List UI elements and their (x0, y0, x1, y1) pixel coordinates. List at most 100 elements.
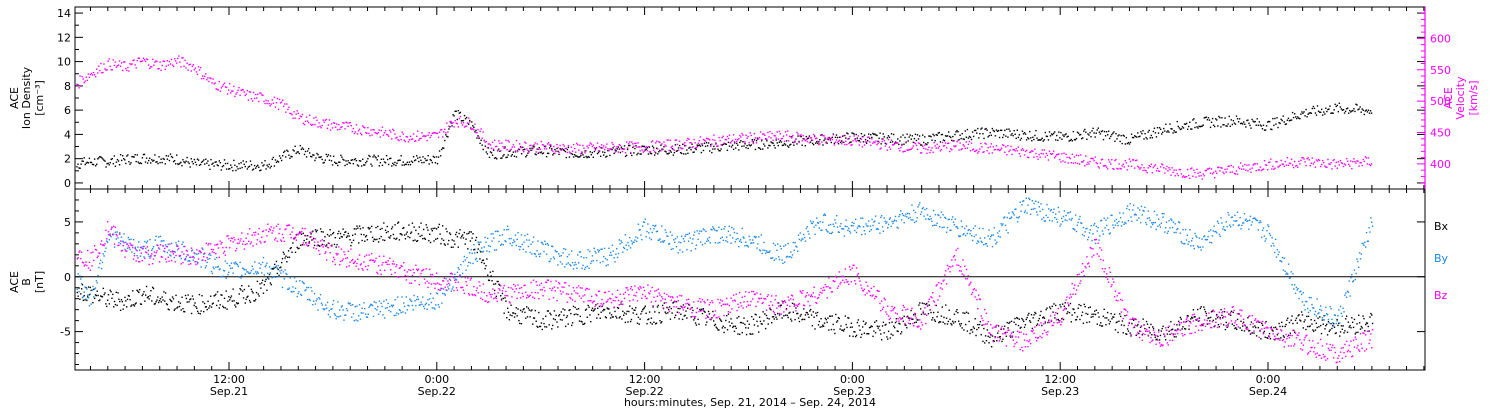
velocity-series-point (107, 61, 108, 62)
b-by-series-point (282, 287, 283, 288)
density-series-point (366, 161, 367, 162)
density-series-point (1186, 123, 1187, 124)
b-bx-series-point (1289, 322, 1290, 323)
b-bx-series-point (415, 230, 416, 231)
b-bx-series-point (1071, 321, 1072, 322)
velocity-series-point (545, 146, 546, 147)
b-bx-series-point (1204, 309, 1205, 310)
velocity-series-point (309, 115, 310, 116)
b-bx-series-point (1325, 325, 1326, 326)
velocity-series-point (417, 130, 418, 131)
b-bx-series-point (860, 337, 861, 338)
density-series-point (308, 148, 309, 149)
b-bx-series-point (377, 226, 378, 227)
velocity-series-point (1181, 173, 1182, 174)
b-by-series-point (237, 264, 238, 265)
velocity-series-point (1014, 150, 1015, 151)
velocity-series-point (1243, 168, 1244, 169)
b-bx-series-point (1189, 321, 1190, 322)
density-series-point (1245, 126, 1246, 127)
b-bx-series-point (441, 238, 442, 239)
b-bx-series-point (208, 307, 209, 308)
b-bx-series-point (945, 304, 946, 305)
velocity-series-point (1004, 152, 1005, 153)
velocity-series-point (116, 66, 117, 67)
b-by-series-point (553, 256, 554, 257)
velocity-series-point (1151, 164, 1152, 165)
density-series-point (117, 159, 118, 160)
b-by-series-point (434, 308, 435, 309)
b-by-series-point (152, 248, 153, 249)
b-by-series-point (458, 267, 459, 268)
density-series-point (866, 143, 867, 144)
velocity-series-point (1099, 167, 1100, 168)
b-bx-series-point (265, 279, 266, 280)
velocity-series-point (948, 143, 949, 144)
b-bx-series-point (323, 231, 324, 232)
velocity-series-point (326, 119, 327, 120)
b-by-series-point (252, 268, 253, 269)
b-by-series-point (548, 244, 549, 245)
velocity-series-point (1279, 165, 1280, 166)
b-bx-series-point (1249, 330, 1250, 331)
b-bx-series-point (1192, 317, 1193, 318)
density-series-point (417, 157, 418, 158)
b-bx-series-point (1284, 326, 1285, 327)
velocity-series-point (1032, 151, 1033, 152)
velocity-series-point (756, 142, 757, 143)
density-series-point (191, 158, 192, 159)
velocity-series-point (398, 140, 399, 141)
velocity-series-point (843, 135, 844, 136)
b-bx-series-point (200, 310, 201, 311)
density-series-point (306, 156, 307, 157)
velocity-series-point (1188, 175, 1189, 176)
velocity-series-point (229, 83, 230, 84)
b-bx-series-point (1307, 326, 1308, 327)
velocity-series-point (877, 143, 878, 144)
b-bx-series-point (781, 305, 782, 306)
density-series-point (960, 138, 961, 139)
velocity-series-point (1307, 157, 1308, 158)
density-series-point (284, 151, 285, 152)
b-bx-series-point (1027, 314, 1028, 315)
b-bx-series-point (126, 306, 127, 307)
velocity-series-point (823, 135, 824, 136)
b-bx-series-point (1019, 318, 1020, 319)
b-by-series-point (470, 262, 471, 263)
b-bx-series-point (1291, 320, 1292, 321)
velocity-series-point (644, 150, 645, 151)
b-bx-series-point (561, 311, 562, 312)
b-bx-series-point (760, 321, 761, 322)
b-bx-series-point (188, 301, 189, 302)
density-series-point (793, 145, 794, 146)
velocity-series-point (118, 64, 119, 65)
b-bx-series-point (779, 314, 780, 315)
b-by-series-point (412, 305, 413, 306)
velocity-series-point (1141, 164, 1142, 165)
density-series-point (182, 159, 183, 160)
density-series-point (620, 152, 621, 153)
b-bx-series-point (962, 312, 963, 313)
b-by-series-point (389, 306, 390, 307)
b-bx-series-point (102, 296, 103, 297)
b-bx-series-point (878, 326, 879, 327)
velocity-series-point (1085, 155, 1086, 156)
b-bx-series-point (233, 300, 234, 301)
velocity-series-point (467, 122, 468, 123)
b-bx-series-point (839, 318, 840, 319)
b-bx-series-point (1082, 311, 1083, 312)
b-bx-series-point (334, 244, 335, 245)
density-series-point (1363, 110, 1364, 111)
density-series-point (767, 147, 768, 148)
density-series-point (567, 149, 568, 150)
velocity-series-point (205, 73, 206, 74)
b-bx-series-point (1329, 331, 1330, 332)
b-bx-series-point (1035, 313, 1036, 314)
b-bx-series-point (669, 306, 670, 307)
density-series-point (1045, 132, 1046, 133)
b-bx-series-point (366, 235, 367, 236)
velocity-series-point (239, 95, 240, 96)
b-bx-series-point (936, 316, 937, 317)
density-series-point (1018, 137, 1019, 138)
density-series-point (838, 143, 839, 144)
